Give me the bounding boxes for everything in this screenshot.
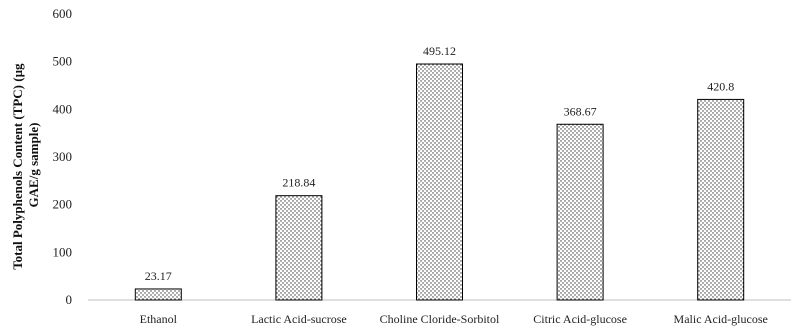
category-label: Ethanol	[140, 312, 178, 326]
bar	[556, 123, 604, 301]
y-tick-label: 200	[53, 197, 73, 212]
y-axis-ticks: 0 100 200 300 400 500 600	[53, 6, 73, 307]
y-axis-title-line-2: GAE/g sample)	[26, 123, 41, 208]
bars-group	[134, 63, 745, 301]
data-label: 420.8	[707, 79, 734, 93]
y-tick-label: 500	[53, 54, 73, 69]
category-label: Malic Acid-glucose	[674, 312, 768, 326]
y-tick-label: 400	[53, 101, 73, 116]
bar	[416, 63, 463, 301]
data-labels-group: 23.17 218.84 495.12 368.67 420.8	[145, 44, 734, 283]
data-label: 218.84	[282, 176, 315, 190]
bar	[697, 98, 745, 301]
y-tick-label: 600	[53, 6, 73, 21]
y-tick-label: 0	[66, 292, 73, 307]
bar	[134, 288, 182, 301]
data-label: 23.17	[145, 269, 172, 283]
y-axis-title: Total Polyphenols Content (TPC) (µg GAE/…	[10, 60, 41, 270]
data-label: 495.12	[423, 44, 456, 58]
category-label: Choline Cloride-Sorbitol	[380, 312, 500, 326]
bar	[275, 195, 323, 301]
category-labels-group: Ethanol Lactic Acid-sucrose Choline Clorid…	[140, 312, 768, 326]
category-label: Lactic Acid-sucrose	[251, 312, 347, 326]
data-label: 368.67	[564, 104, 597, 118]
y-tick-label: 100	[53, 244, 73, 259]
y-axis-title-line-1: Total Polyphenols Content (TPC) (µg	[10, 63, 25, 270]
y-tick-label: 300	[53, 149, 73, 164]
category-label: Citric Acid-glucose	[533, 312, 627, 326]
